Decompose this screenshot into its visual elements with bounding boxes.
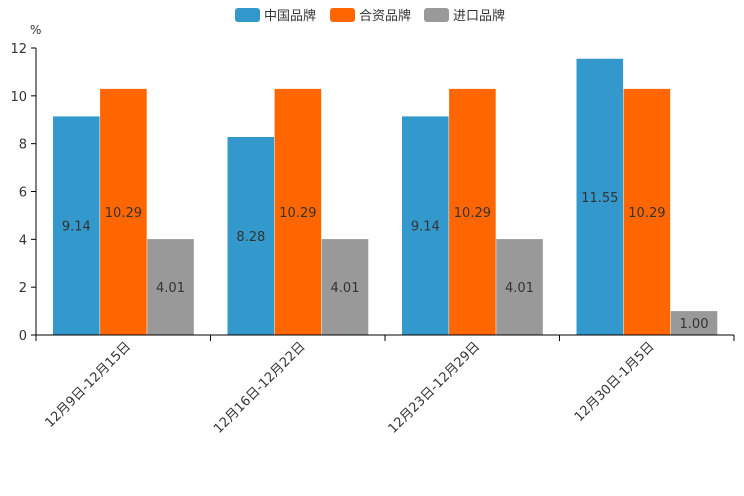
bar-series-3 [147,239,194,335]
bar-value-label: 11.55 [581,191,618,206]
y-tick-label: 12 [10,42,27,57]
y-tick-label: 8 [19,138,27,153]
y-axis: 0 2 4 6 8 10 12 [10,42,37,344]
bar-value-label: 9.14 [62,220,91,235]
legend-swatch [330,8,355,22]
bar-series-2 [100,88,147,336]
y-axis-unit-label: % [30,23,41,37]
y-tick-label: 0 [19,329,27,344]
bar-value-label: 10.29 [454,206,491,221]
bar-value-label: 8.28 [236,230,265,245]
legend-label: 进口品牌 [453,8,505,24]
legend-swatch [424,8,449,22]
bar-series-2 [274,88,322,336]
bar-value-label: 10.29 [105,206,142,221]
x-category-label: 12月23日-12月29日 [386,339,483,436]
bar-series-3 [496,239,543,335]
bar-series-3 [670,311,718,335]
y-tick-label: 2 [19,281,27,296]
bar-value-label: 10.29 [279,206,316,221]
x-category-label: 12月9日-12月15日 [42,339,134,431]
bar-value-label: 10.29 [628,206,665,221]
legend-label: 合资品牌 [359,8,411,24]
bar-series-1 [53,116,100,335]
y-tick-label: 10 [10,90,27,105]
legend: 中国品牌 合资品牌 进口品牌 [235,8,505,24]
bar-series-2 [449,88,496,336]
bar-series-1 [402,116,449,335]
legend-swatch [235,8,260,22]
bar-series-2 [623,88,671,336]
x-category-label: 12月30日-1月5日 [572,339,658,425]
legend-label: 中国品牌 [264,8,316,24]
bar-value-label: 4.01 [505,281,534,296]
bar-value-label: 4.01 [156,281,185,296]
bar-value-label: 9.14 [411,220,440,235]
y-tick-label: 4 [19,233,27,248]
bars: 9.14 8.28 9.14 11.55 10.29 10.29 10.29 10.29 4.0… [53,58,718,336]
bar-series-3 [321,239,369,335]
bar-series-1 [227,136,275,335]
x-category-label: 12月16日-12月22日 [211,339,308,436]
bar-value-label: 4.01 [331,281,360,296]
bar-series-1 [576,58,624,335]
y-tick-label: 6 [19,186,27,201]
bar-value-label: 1.00 [680,317,709,332]
x-axis: 12月9日-12月15日 12月16日-12月22日 12月23日-12月29日 12… [35,334,735,437]
